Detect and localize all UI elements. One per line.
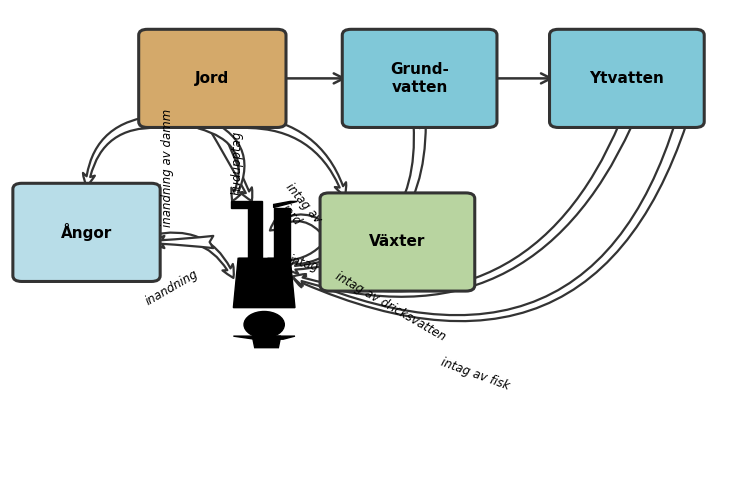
Polygon shape [233, 258, 295, 308]
FancyBboxPatch shape [343, 30, 497, 127]
FancyBboxPatch shape [320, 193, 475, 291]
Text: inandning av damm: inandning av damm [161, 108, 175, 227]
Text: intag av
jord: intag av jord [271, 181, 324, 236]
Polygon shape [231, 201, 262, 258]
Polygon shape [253, 336, 281, 348]
Text: Ångor: Ångor [61, 224, 112, 242]
FancyBboxPatch shape [550, 30, 704, 127]
FancyBboxPatch shape [139, 30, 286, 127]
Text: intag av dricksvatten: intag av dricksvatten [333, 270, 447, 344]
Text: Jord: Jord [195, 71, 230, 86]
Polygon shape [267, 208, 291, 258]
FancyBboxPatch shape [13, 183, 160, 282]
Polygon shape [273, 201, 297, 208]
Circle shape [244, 312, 285, 338]
Text: intag: intag [287, 254, 319, 274]
Text: hudupptag: hudupptag [230, 130, 243, 195]
Text: Ytvatten: Ytvatten [589, 71, 664, 86]
Text: Grund-
vatten: Grund- vatten [390, 61, 449, 95]
Text: Växter: Växter [369, 235, 426, 249]
Text: intag av fisk: intag av fisk [439, 356, 511, 393]
Polygon shape [233, 336, 295, 339]
Text: inandning: inandning [143, 267, 201, 308]
